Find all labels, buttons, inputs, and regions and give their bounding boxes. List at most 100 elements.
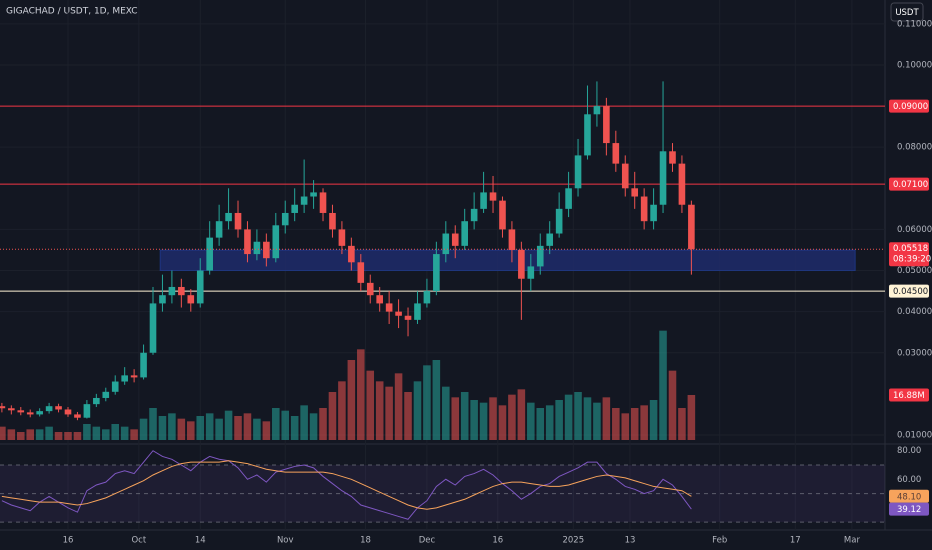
- candle-body: [130, 375, 138, 378]
- candle-body: [272, 225, 280, 259]
- candle-body: [442, 233, 450, 255]
- candle-body: [376, 295, 383, 304]
- candle-body: [102, 391, 110, 398]
- price-tag: [889, 284, 929, 298]
- candle-body: [489, 192, 497, 201]
- rsi-ma-line: [1, 460, 692, 510]
- volume-tag-label: 16.88M: [893, 391, 925, 401]
- volume-bar: [687, 394, 696, 440]
- volume-bar: [479, 402, 488, 440]
- volume-bar: [45, 426, 53, 440]
- candle-body: [414, 303, 421, 320]
- volume-bar: [470, 400, 478, 440]
- volume-bar: [489, 397, 497, 440]
- x-tick-label: 14: [195, 536, 206, 546]
- candle-body: [55, 406, 62, 410]
- currency-button[interactable]: [890, 2, 924, 22]
- candle-body: [527, 266, 535, 279]
- volume-bar: [630, 408, 639, 440]
- volume-bar: [602, 397, 611, 440]
- volume-bar: [187, 421, 195, 440]
- volume-bar: [640, 405, 648, 440]
- candle-body: [546, 233, 554, 246]
- candle-body: [508, 229, 516, 250]
- y-tick-label: 0.10000: [897, 60, 932, 70]
- y-tick-label: 0.04000: [897, 307, 932, 317]
- volume-bar: [498, 405, 507, 440]
- volume-bar: [574, 392, 582, 440]
- candle-body: [310, 192, 317, 197]
- currency-button-label[interactable]: USDT: [895, 8, 919, 18]
- price-tag-label: 0.09000: [893, 102, 928, 112]
- candle-body: [536, 245, 544, 267]
- candle-body: [480, 192, 487, 209]
- candle-body: [433, 254, 440, 292]
- candle-body: [593, 106, 601, 115]
- volume-bar: [517, 389, 526, 440]
- candle-body: [678, 163, 686, 205]
- candle-body: [555, 208, 563, 234]
- countdown: 08:39:20: [893, 255, 931, 265]
- volume-bar: [366, 370, 375, 440]
- candle-body: [17, 410, 25, 413]
- volume-bar: [432, 360, 441, 440]
- price-tag-label: 0.05518: [893, 244, 928, 254]
- volume-bar: [338, 381, 346, 440]
- x-tick-label: 17: [790, 536, 801, 546]
- rsi-tag: [889, 502, 929, 516]
- candle-body: [640, 196, 648, 222]
- candle-body: [385, 303, 393, 312]
- candle-body: [650, 204, 657, 222]
- candle-body: [574, 155, 582, 189]
- x-tick-label: Oct: [131, 536, 146, 546]
- candle-body: [470, 208, 478, 222]
- candle-body: [631, 188, 639, 197]
- candle-body: [45, 406, 53, 412]
- x-tick-label: 13: [625, 536, 636, 546]
- candle-body: [423, 291, 431, 304]
- volume-bar: [92, 426, 101, 440]
- volume-bar: [555, 400, 563, 440]
- price-tag: [889, 242, 929, 267]
- candle-body: [121, 375, 128, 382]
- volume-bar: [413, 381, 422, 440]
- candle-body: [329, 212, 336, 230]
- volume-bar: [234, 416, 242, 440]
- volume-bar: [177, 418, 186, 440]
- candle-body: [140, 352, 147, 378]
- candle-body: [83, 404, 91, 418]
- volume-bar: [224, 410, 233, 440]
- volume-bar: [111, 424, 120, 440]
- volume-bar: [545, 405, 554, 440]
- volume-bar: [243, 413, 252, 440]
- candle-body: [244, 229, 251, 255]
- candle-body: [621, 163, 629, 189]
- volume-bar: [612, 408, 620, 440]
- volume-bar: [593, 402, 601, 440]
- candle-body: [291, 204, 298, 213]
- candle-body: [36, 411, 43, 415]
- volume-bar: [460, 392, 469, 440]
- price-tag-label: 0.04500: [893, 287, 928, 297]
- rsi-tick-label: 60.00: [897, 475, 921, 485]
- candle-body: [93, 397, 100, 405]
- volume-bar: [215, 418, 223, 440]
- candle-body: [234, 212, 242, 230]
- candle-body: [253, 241, 261, 255]
- volume-bar: [508, 394, 516, 440]
- candle-body: [612, 143, 620, 164]
- candle-body: [688, 204, 695, 250]
- volume-bar: [347, 360, 356, 440]
- volume-bar: [17, 432, 25, 440]
- y-tick-label: 0.06000: [897, 225, 932, 235]
- volume-bar: [158, 416, 167, 440]
- candle-body: [565, 188, 572, 209]
- volume-bar: [262, 421, 271, 440]
- candle-body: [348, 245, 355, 263]
- price-tag: [889, 99, 929, 113]
- candle-body: [0, 406, 6, 409]
- x-tick-label: 16: [492, 536, 503, 546]
- volume-bar: [64, 432, 72, 440]
